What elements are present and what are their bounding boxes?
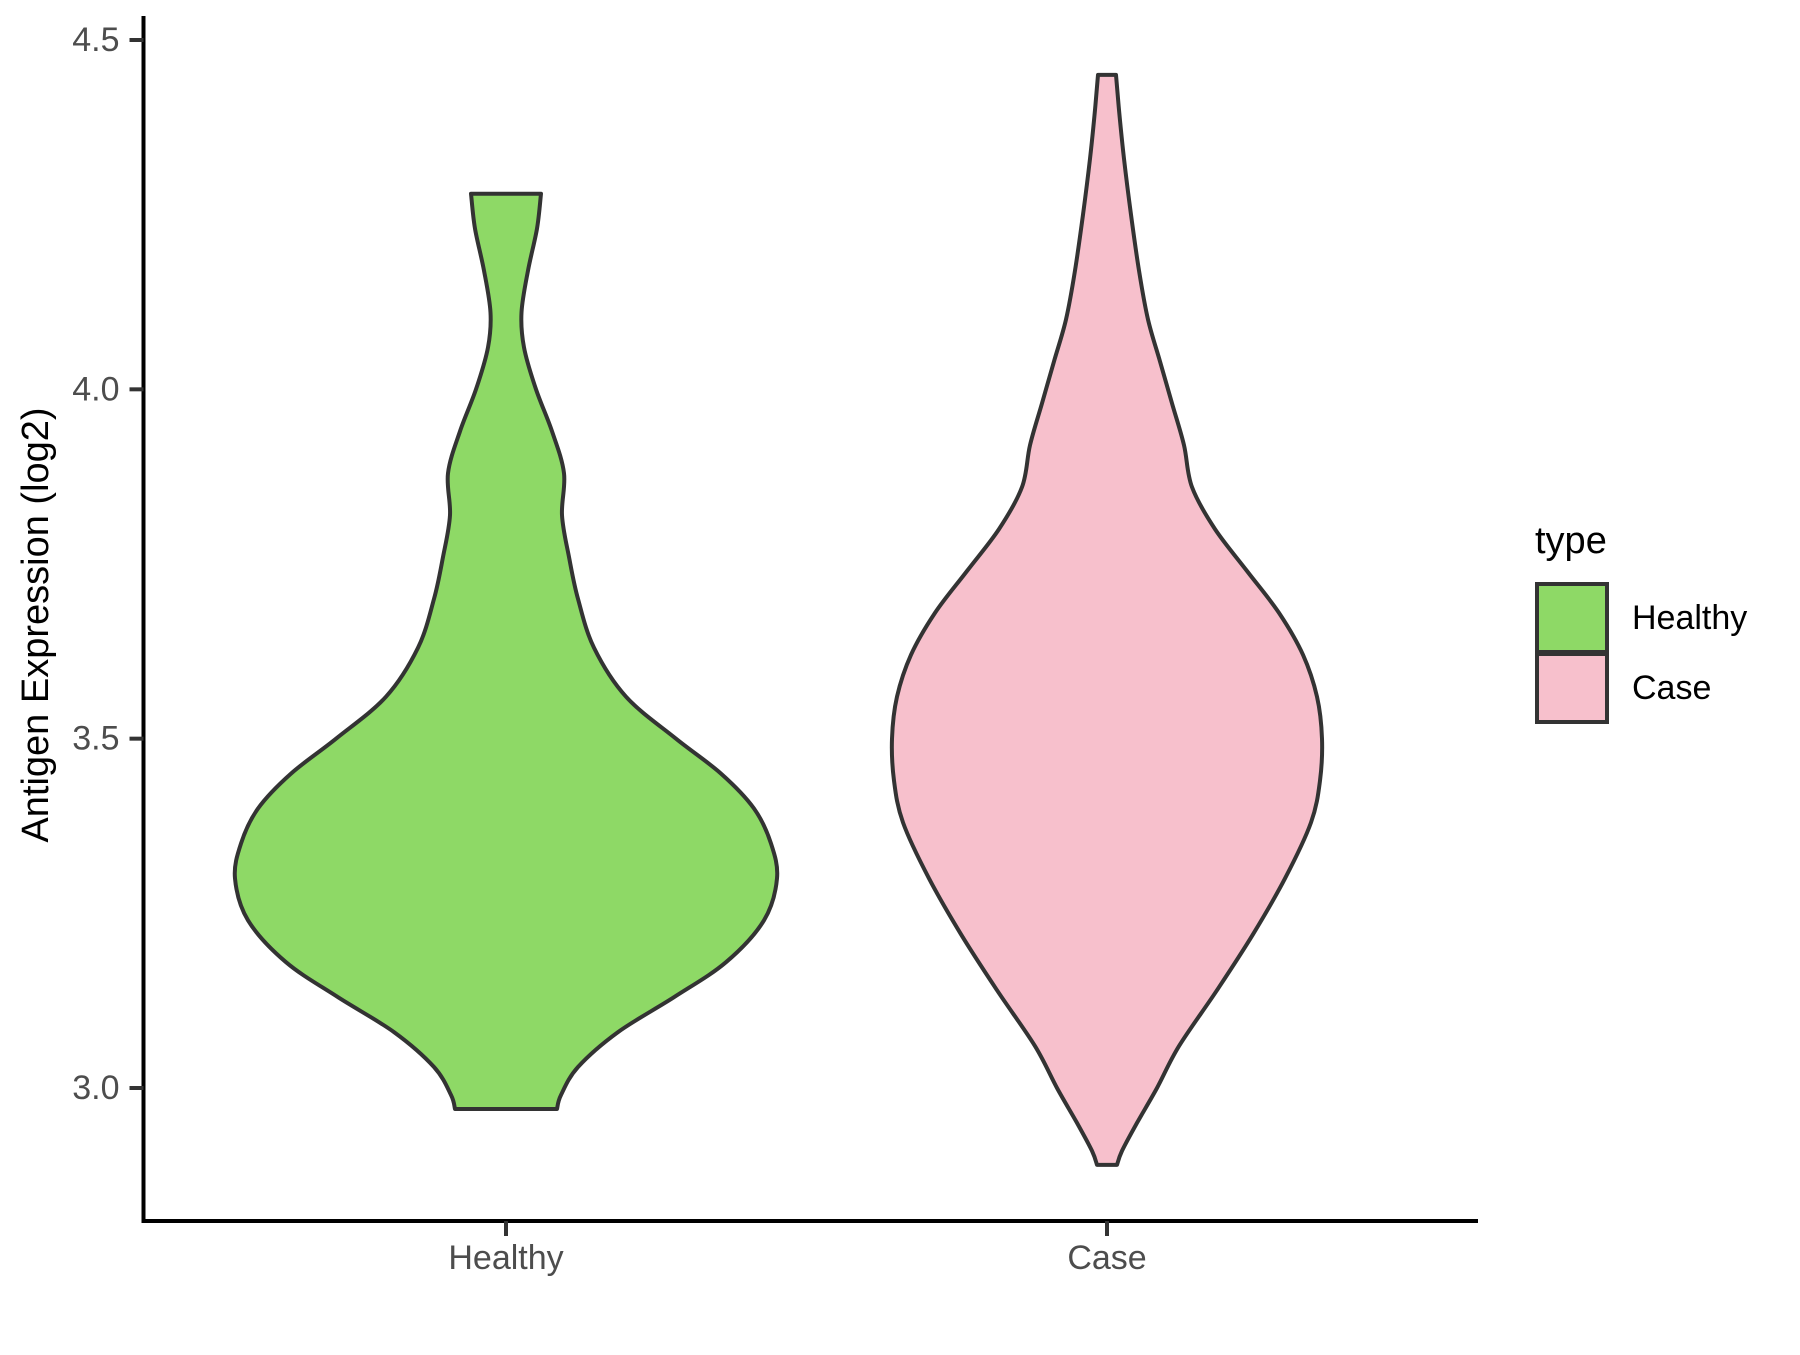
violin-case	[889, 72, 1325, 1167]
legend-label-healthy: Healthy	[1632, 599, 1747, 637]
y-tick-label: 4.0	[72, 370, 119, 408]
legend-key-case	[1535, 652, 1609, 724]
x-axis-ticks: Healthy Case	[448, 1221, 1147, 1277]
y-tick-label: 3.0	[72, 1069, 119, 1107]
legend-key-healthy	[1535, 582, 1609, 654]
y-axis-ticks: 4.5 4.0 3.5 3.0	[72, 21, 144, 1107]
y-tick-label: 3.5	[72, 720, 119, 758]
y-tick-label: 4.5	[72, 21, 119, 59]
x-tick-label: Case	[1067, 1239, 1146, 1277]
y-axis-title: Antigen Expression (log2)	[15, 407, 57, 842]
legend-title: type	[1535, 520, 1607, 562]
legend-label-case: Case	[1632, 669, 1711, 707]
violin-healthy	[232, 191, 780, 1111]
x-tick-label: Healthy	[448, 1239, 563, 1277]
violin-shapes	[232, 72, 1325, 1167]
legend: type Healthy Case	[1535, 520, 1747, 724]
